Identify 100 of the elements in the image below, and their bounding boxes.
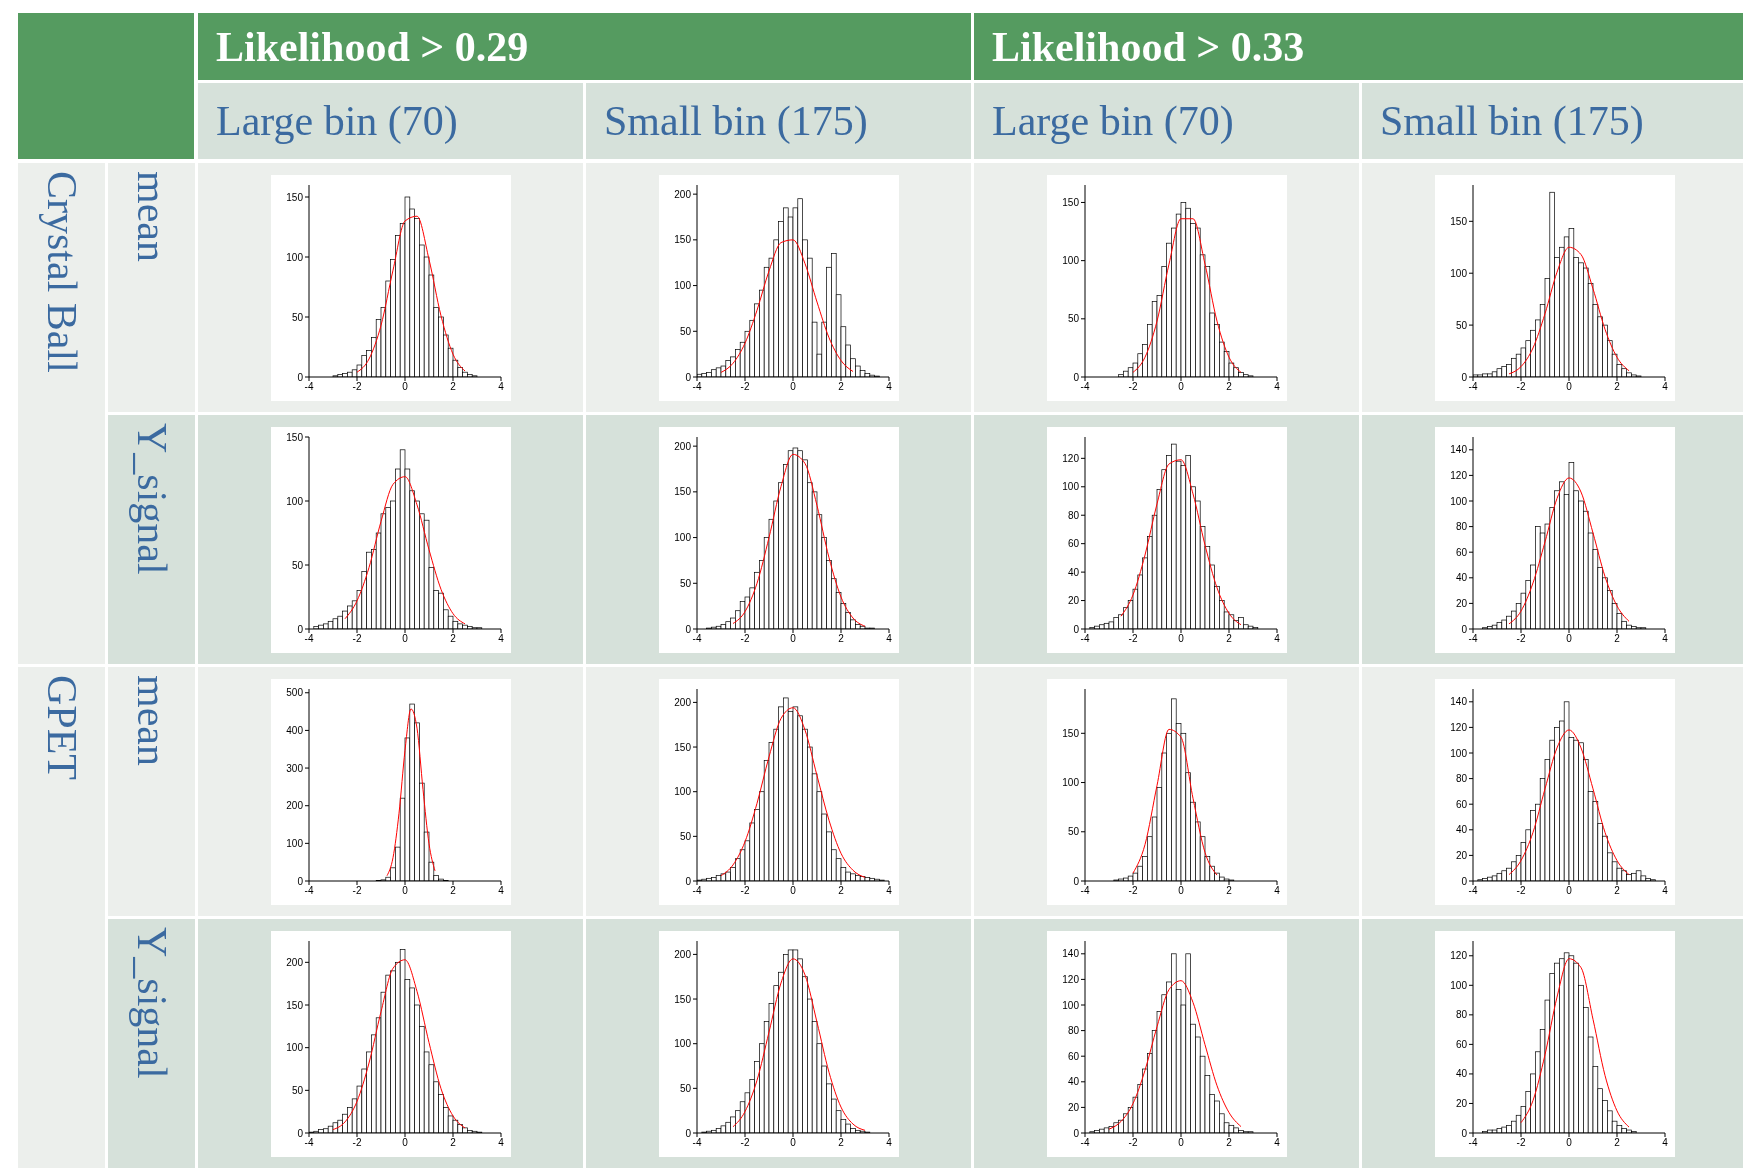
y-tick-label: 100 [285,495,303,507]
y-tick-label: 100 [1061,254,1079,266]
y-tick-label: 40 [1455,823,1467,835]
x-tick-label: 2 [1613,380,1620,392]
x-tick-label: 4 [497,1136,504,1148]
x-tick-label: -2 [740,380,750,392]
text: mean [127,675,176,766]
y-tick-label: 140 [1449,443,1467,455]
x-tick-label: 4 [885,380,892,392]
x-tick-label: -2 [1516,632,1526,644]
y-tick-label: 200 [673,188,691,200]
y-tick-label: 100 [285,837,303,849]
y-tick-label: 0 [1460,1127,1467,1139]
y-tick-label: 100 [1449,495,1467,507]
y-tick-label: 0 [1460,875,1467,887]
y-tick-label: 100 [673,531,691,543]
x-tick-label: 0 [789,884,796,896]
x-tick-label: 4 [1273,632,1280,644]
x-tick-label: -4 [304,1136,314,1148]
x-tick-label: -4 [1080,380,1090,392]
y-tick-label: 100 [1061,480,1079,492]
x-tick-label: -4 [1468,632,1478,644]
y-tick-label: 150 [673,233,691,245]
text: Y_signal [127,423,176,575]
x-tick-label: -2 [1516,380,1526,392]
x-tick-label: -2 [1128,380,1138,392]
x-tick-label: 0 [789,632,796,644]
x-tick-label: -2 [1516,884,1526,896]
y-tick-label: 100 [1449,267,1467,279]
y-tick-label: 0 [684,623,691,635]
y-tick-label: 80 [1455,520,1467,532]
x-tick-label: 4 [497,380,504,392]
y-tick-label: 50 [1067,825,1079,837]
x-tick-label: -4 [1468,380,1478,392]
text: Large bin (70) [198,83,583,159]
x-tick-label: -4 [1468,1136,1478,1148]
x-tick-label: 4 [1273,380,1280,392]
y-tick-label: 120 [1061,973,1079,985]
y-tick-label: 50 [291,559,303,571]
y-tick-label: 100 [285,1041,303,1053]
y-tick-label: 200 [285,799,303,811]
y-tick-label: 20 [1455,597,1467,609]
x-tick-label: 4 [1273,884,1280,896]
x-tick-label: 2 [837,884,844,896]
y-tick-label: 80 [1067,509,1079,521]
y-tick-label: 0 [1072,371,1079,383]
x-tick-label: 2 [449,380,456,392]
y-tick-label: 100 [1061,999,1079,1011]
x-tick-label: 4 [1661,1136,1668,1148]
text: Y_signal [127,927,176,1079]
x-tick-label: 0 [1565,380,1572,392]
x-tick-label: 2 [1225,884,1232,896]
y-tick-label: 80 [1455,772,1467,784]
y-tick-label: 60 [1067,537,1079,549]
x-tick-label: 2 [449,632,456,644]
y-tick-label: 120 [1449,469,1467,481]
y-tick-label: 50 [291,311,303,323]
x-tick-label: 0 [1177,884,1184,896]
y-tick-label: 150 [285,191,303,203]
x-tick-label: 2 [449,1136,456,1148]
x-tick-label: -2 [352,1136,362,1148]
y-tick-label: 200 [673,948,691,960]
x-tick-label: 4 [497,632,504,644]
x-tick-label: 0 [401,380,408,392]
y-tick-label: 50 [1455,319,1467,331]
x-tick-label: -2 [352,380,362,392]
y-tick-label: 100 [673,785,691,797]
y-tick-label: 150 [1061,727,1079,739]
x-tick-label: -4 [692,1136,702,1148]
y-tick-label: 40 [1067,566,1079,578]
x-tick-label: -4 [304,632,314,644]
y-tick-label: 300 [285,762,303,774]
y-tick-label: 0 [1460,623,1467,635]
y-tick-label: 140 [1449,695,1467,707]
y-tick-label: 100 [673,1037,691,1049]
x-tick-label: -2 [1128,884,1138,896]
y-tick-label: 100 [285,251,303,263]
y-tick-label: 200 [285,956,303,968]
y-tick-label: 0 [296,371,303,383]
y-tick-label: 150 [1061,196,1079,208]
y-tick-label: 60 [1455,1038,1467,1050]
y-tick-label: 200 [673,440,691,452]
y-tick-label: 150 [673,993,691,1005]
y-tick-label: 0 [1460,371,1467,383]
x-tick-label: 0 [1565,632,1572,644]
text: GPET [37,675,86,780]
x-tick-label: -4 [692,884,702,896]
y-tick-label: 60 [1455,546,1467,558]
x-tick-label: -4 [692,380,702,392]
x-tick-label: 2 [1225,1136,1232,1148]
y-tick-label: 200 [673,696,691,708]
x-tick-label: 4 [1661,884,1668,896]
x-tick-label: 2 [449,884,456,896]
x-tick-label: 2 [837,1136,844,1148]
x-tick-label: 0 [1565,1136,1572,1148]
text: Large bin (70) [974,83,1359,159]
x-tick-label: 2 [837,632,844,644]
y-tick-label: 20 [1067,594,1079,606]
text: Likelihood > 0.29 [198,13,971,80]
x-tick-label: 0 [401,632,408,644]
